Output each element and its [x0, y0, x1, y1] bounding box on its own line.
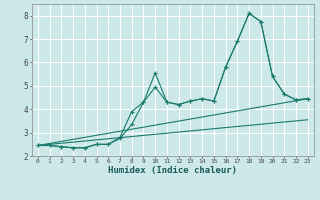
X-axis label: Humidex (Indice chaleur): Humidex (Indice chaleur)	[108, 166, 237, 175]
